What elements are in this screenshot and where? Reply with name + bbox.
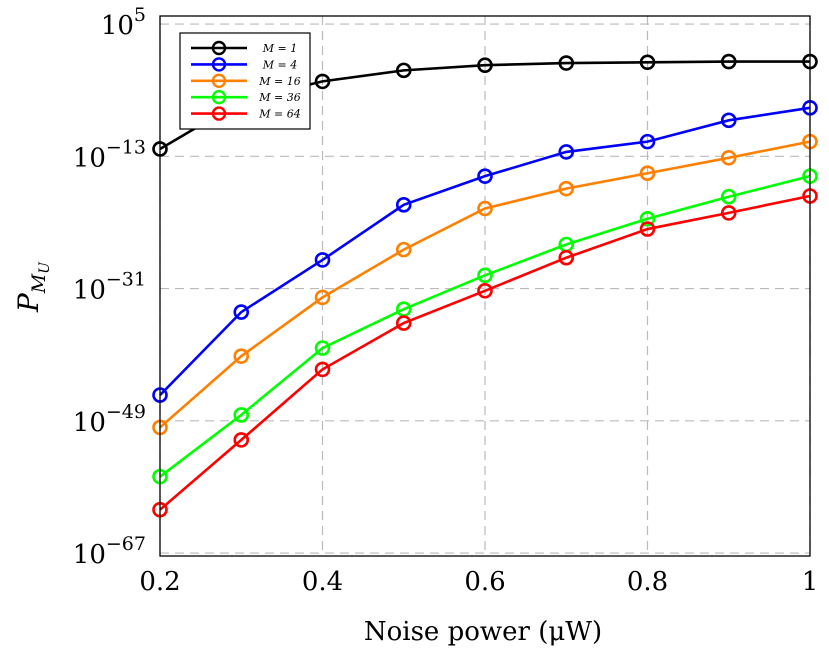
y-axis-label-sub: M bbox=[28, 273, 50, 294]
y-tick-label: 10−49 bbox=[73, 401, 146, 438]
y-tick-base: 10 bbox=[73, 408, 106, 438]
data-point bbox=[558, 249, 575, 266]
legend-label: M = 16 bbox=[258, 75, 300, 88]
data-point bbox=[314, 361, 331, 378]
y-tick-exponent: −13 bbox=[106, 136, 146, 158]
data-point bbox=[477, 282, 493, 299]
series-m4 bbox=[152, 100, 818, 403]
data-point bbox=[558, 55, 575, 71]
data-point bbox=[639, 210, 656, 227]
legend-label: M = 1 bbox=[262, 42, 297, 55]
data-point bbox=[395, 241, 412, 258]
x-tick-label: 1 bbox=[802, 567, 819, 597]
y-tick-exponent: −67 bbox=[106, 533, 146, 555]
data-point bbox=[477, 57, 493, 74]
legend-marker bbox=[211, 57, 227, 72]
data-point bbox=[558, 144, 575, 160]
legend-label: M = 4 bbox=[262, 58, 297, 71]
legend-entry: M = 36 bbox=[191, 89, 301, 105]
legend-marker bbox=[211, 40, 227, 56]
x-tick-labels: 0.2 0.4 0.6 0.8 1 bbox=[139, 567, 818, 597]
series-line bbox=[159, 174, 811, 478]
legend-marker bbox=[211, 106, 227, 121]
data-point bbox=[395, 62, 412, 79]
x-tick-label: 0.8 bbox=[627, 567, 668, 597]
data-point bbox=[314, 340, 331, 356]
y-tick-exponent: −49 bbox=[106, 401, 146, 423]
legend: M = 1 M = 4 M = 16 M = 36 M = 64 bbox=[179, 32, 311, 130]
x-tick-label: 0.6 bbox=[464, 567, 505, 597]
series-line bbox=[159, 106, 811, 397]
y-tick-label: 105 bbox=[101, 4, 146, 41]
data-point bbox=[720, 112, 737, 129]
data-point bbox=[558, 180, 575, 197]
legend-entry: M = 1 bbox=[191, 40, 297, 56]
series-m64 bbox=[152, 188, 818, 518]
data-point bbox=[233, 348, 250, 364]
data-point bbox=[720, 53, 737, 70]
y-tick-exponent: −31 bbox=[106, 269, 146, 291]
series-line bbox=[159, 140, 811, 429]
legend-marker bbox=[211, 73, 227, 89]
x-tick-label: 0.4 bbox=[302, 567, 343, 597]
x-tick-label: 0.2 bbox=[139, 567, 180, 597]
data-point bbox=[720, 149, 737, 166]
data-point bbox=[639, 54, 656, 71]
legend-entry: M = 4 bbox=[191, 57, 297, 72]
legend-marker bbox=[211, 89, 227, 105]
data-point bbox=[720, 188, 737, 205]
y-tick-base: 10 bbox=[73, 540, 106, 570]
legend-label: M = 64 bbox=[258, 108, 300, 121]
data-point bbox=[639, 165, 656, 182]
svg-text:PMU: PMU bbox=[12, 261, 53, 313]
y-axis-label-main: P bbox=[12, 292, 45, 313]
data-point bbox=[477, 200, 493, 217]
y-tick-label: 10−67 bbox=[73, 533, 146, 570]
data-point bbox=[639, 221, 656, 237]
y-tick-base: 10 bbox=[73, 143, 106, 173]
x-axis-label: Noise power (μW) bbox=[364, 617, 602, 647]
series-line bbox=[159, 194, 811, 511]
data-point bbox=[233, 432, 250, 448]
legend-entry: M = 64 bbox=[191, 106, 301, 121]
legend-entry: M = 16 bbox=[191, 73, 301, 89]
data-point bbox=[720, 205, 737, 221]
plot-frame bbox=[159, 15, 811, 557]
y-axis-label-subsub: U bbox=[37, 261, 53, 274]
data-point bbox=[314, 252, 331, 268]
data-point bbox=[395, 315, 412, 331]
data-point bbox=[639, 133, 656, 150]
data-point bbox=[233, 304, 250, 320]
data-point bbox=[477, 168, 493, 184]
y-tick-base: 10 bbox=[73, 276, 106, 306]
data-point bbox=[395, 197, 412, 213]
data-point bbox=[477, 267, 493, 284]
data-point bbox=[233, 407, 250, 423]
y-tick-label: 10−31 bbox=[73, 269, 146, 306]
y-tick-base: 10 bbox=[101, 11, 134, 41]
data-point bbox=[314, 73, 331, 90]
data-point bbox=[314, 289, 331, 306]
y-tick-exponent: 5 bbox=[134, 4, 146, 26]
y-tick-label: 10−13 bbox=[73, 136, 146, 173]
legend-label: M = 36 bbox=[258, 91, 300, 104]
y-axis-label: PMU bbox=[12, 261, 53, 313]
